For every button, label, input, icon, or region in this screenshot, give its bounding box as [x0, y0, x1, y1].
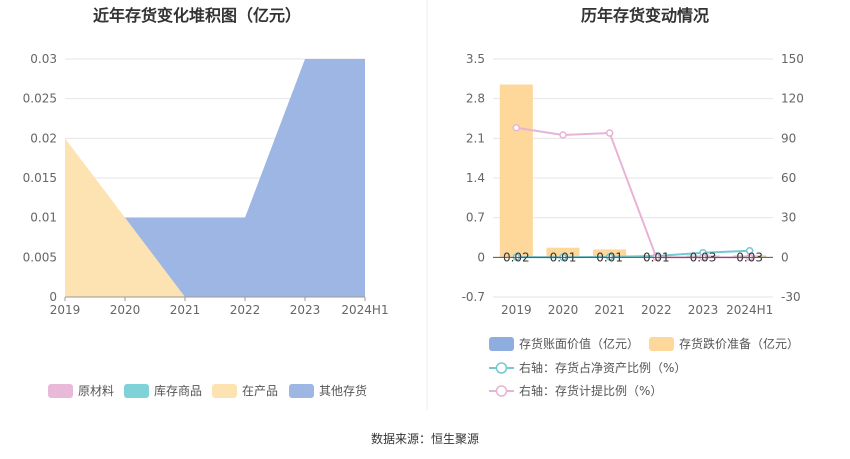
stacked-chart-axes: 0 0.005 0.01 0.015 0.02 0.025 0.03 2019 2020 2021… — [23, 52, 389, 317]
x-tick-label: 2019 — [501, 303, 532, 317]
x-tick-label: 2019 — [50, 303, 81, 317]
legend-marker — [495, 385, 508, 397]
stacked-chart-title: 近年存货变化堆积图（亿元） — [93, 6, 301, 25]
y-tick-label: 0.025 — [23, 92, 57, 106]
x-tick-label: 2024H1 — [726, 303, 773, 317]
legend-marker — [495, 362, 508, 374]
left-y-tick-label: 3.5 — [466, 52, 485, 66]
area-在产品 — [65, 138, 365, 297]
line-point — [559, 131, 567, 139]
legend-label: 库存商品 — [154, 383, 202, 398]
x-tick-label: 2021 — [594, 303, 625, 317]
right-y-tick-label: 90 — [781, 131, 796, 145]
inventory-chart-lines — [512, 124, 754, 262]
legend-swatch — [289, 384, 314, 398]
inventory-chart-gridlines — [493, 58, 773, 298]
left-y-tick-label: 0 — [477, 250, 485, 264]
x-tick-label: 2022 — [641, 303, 672, 317]
inventory-chart-legend: 存货账面价值（亿元） 存货跌价准备（亿元） 右轴：存货占净资产比例（%） 右轴：存货计… — [489, 336, 799, 398]
legend-label: 其他存货 — [319, 383, 367, 398]
area-其他存货 — [65, 59, 365, 297]
left-y-tick-label: 0.7 — [466, 211, 485, 225]
inventory-chart-bars — [499, 84, 767, 258]
data-source: 数据来源：恒生聚源 — [371, 431, 479, 446]
legend-label: 存货跌价准备（亿元） — [679, 336, 799, 351]
legend-label: 右轴：存货占净资产比例（%） — [519, 360, 686, 375]
stacked-chart-legend: 原材料 库存商品 在产品 其他存货 — [48, 383, 367, 398]
left-y-tick-label: 2.8 — [466, 92, 485, 106]
legend-label: 右轴：存货计提比例（%） — [519, 383, 662, 398]
right-y-tick-label: 30 — [781, 211, 796, 225]
left-y-tick-label: 2.1 — [466, 131, 485, 145]
x-tick-label: 2021 — [170, 303, 201, 317]
right-y-tick-label: -30 — [781, 290, 801, 304]
right-y-tick-label: 0 — [781, 250, 789, 264]
bar — [499, 84, 533, 258]
legend-label: 在产品 — [242, 384, 278, 398]
legend-swatch — [649, 337, 674, 351]
x-tick-label: 2023 — [290, 303, 321, 317]
left-y-tick-label: -0.7 — [462, 290, 485, 304]
line-point — [605, 129, 614, 137]
x-tick-label: 2020 — [110, 303, 141, 317]
y-tick-label: 0.015 — [23, 171, 57, 185]
legend-label: 原材料 — [78, 384, 114, 398]
y-tick-label: 0.005 — [23, 250, 57, 264]
x-tick-label: 2022 — [230, 303, 261, 317]
left-y-tick-label: 1.4 — [466, 171, 485, 185]
y-tick-label: 0.03 — [30, 52, 57, 66]
right-y-tick-label: 150 — [781, 52, 804, 66]
bar — [546, 247, 580, 258]
legend-swatch — [489, 337, 514, 351]
right-y-tick-label: 60 — [781, 171, 796, 185]
legend-swatch — [124, 384, 149, 398]
inventory-chart-axes: -0.7 -30 0 0 0.7 30 1.4 60 2.1 90 2.8 120 3.5 150 2019… — [462, 52, 804, 317]
legend-swatch — [48, 384, 73, 398]
x-tick-label: 2020 — [548, 303, 579, 317]
y-tick-label: 0.01 — [30, 211, 57, 225]
x-tick-label: 2024H1 — [341, 303, 388, 317]
right-y-tick-label: 120 — [781, 92, 804, 106]
x-tick-label: 2023 — [688, 303, 719, 317]
y-tick-label: 0 — [49, 290, 57, 304]
legend-swatch — [212, 384, 237, 398]
stacked-chart-areas — [65, 59, 365, 297]
line-point — [512, 124, 521, 132]
inventory-chart-title: 历年存货变动情况 — [581, 6, 709, 25]
y-tick-label: 0.02 — [30, 131, 57, 145]
line-series — [516, 126, 750, 259]
legend-label: 存货账面价值（亿元） — [519, 336, 639, 351]
